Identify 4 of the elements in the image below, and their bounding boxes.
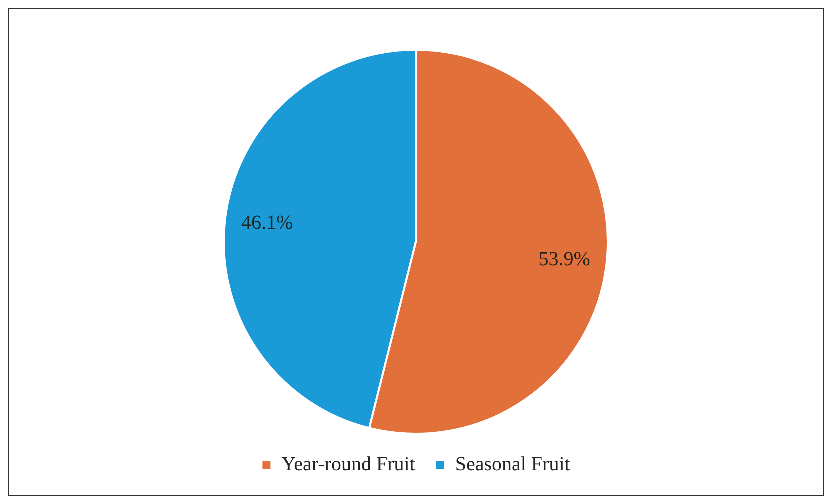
data-label: 46.1%	[242, 212, 294, 234]
data-label: 53.9%	[538, 248, 590, 271]
legend-label: Year-round Fruit	[282, 453, 416, 476]
legend-label: Seasonal Fruit	[455, 453, 571, 476]
